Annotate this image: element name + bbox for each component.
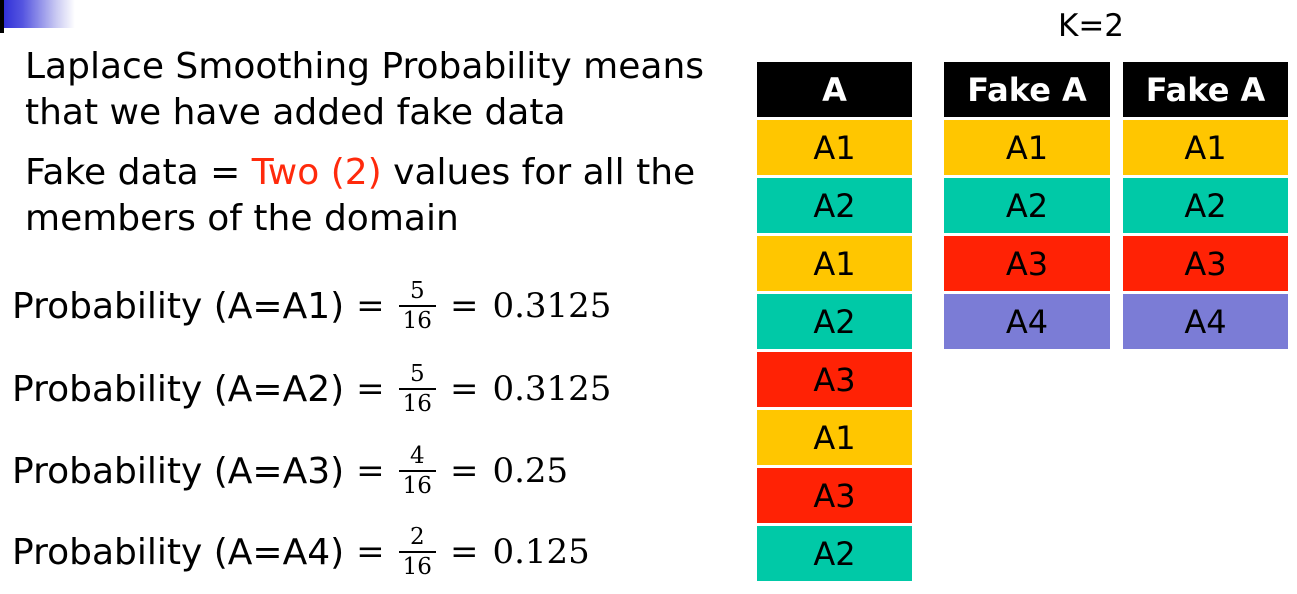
fraction-numerator: 5 bbox=[409, 361, 425, 387]
table-a-cell: A3 bbox=[757, 352, 912, 407]
probability-formula: = 5 16 = 0.3125 bbox=[356, 277, 612, 335]
fake-table-cell: A2 bbox=[944, 178, 1110, 233]
k-label: K=2 bbox=[1058, 8, 1125, 44]
probability-row-a4: Probability (A=A4) = 2 16 = 0.125 bbox=[12, 510, 590, 594]
probability-row-a1: Probability (A=A1) = 5 16 = 0.3125 bbox=[12, 264, 611, 348]
probability-result: 0.3125 bbox=[492, 369, 612, 409]
probability-result: 0.25 bbox=[492, 451, 569, 491]
probability-label: Probability (A=A1) bbox=[12, 285, 345, 327]
fraction-numerator: 4 bbox=[409, 443, 425, 469]
fake-data-text: Fake data = Two (2) values for all the m… bbox=[25, 150, 695, 242]
fraction-numerator: 2 bbox=[409, 524, 425, 550]
fraction: 5 16 bbox=[398, 360, 436, 418]
fraction: 5 16 bbox=[398, 277, 436, 335]
fake-table-cell: A1 bbox=[1123, 120, 1288, 175]
fake-data-line: Fake data = Two (2) values for all the bbox=[25, 150, 695, 196]
fraction: 2 16 bbox=[398, 523, 436, 581]
probability-row-a2: Probability (A=A2) = 5 16 = 0.3125 bbox=[12, 347, 611, 431]
fake-table-cell: A3 bbox=[944, 236, 1110, 291]
slide-corner-decoration bbox=[0, 0, 75, 28]
probability-label: Probability (A=A2) bbox=[12, 368, 345, 410]
fake-table-cell: A3 bbox=[1123, 236, 1288, 291]
fraction-denominator: 16 bbox=[398, 470, 436, 500]
fake-table-cell: A2 bbox=[1123, 178, 1288, 233]
fraction-numerator: 5 bbox=[409, 278, 425, 304]
table-a-cell: A2 bbox=[757, 526, 912, 581]
table-a-cell: A2 bbox=[757, 178, 912, 233]
slide-corner-bar bbox=[0, 0, 4, 33]
probability-formula: = 2 16 = 0.125 bbox=[356, 523, 590, 581]
table-a: A A1 A2 A1 A2 A3 A1 A3 A2 bbox=[757, 62, 912, 584]
table-a-header: A bbox=[757, 62, 912, 117]
fake-table-header: Fake A bbox=[1123, 62, 1288, 117]
table-a-cell: A3 bbox=[757, 468, 912, 523]
probability-label: Probability (A=A4) bbox=[12, 531, 345, 573]
fake-data-highlight: Two (2) bbox=[251, 152, 382, 193]
intro-line-2: that we have added fake data bbox=[25, 92, 566, 133]
probability-label: Probability (A=A3) bbox=[12, 450, 345, 492]
fake-data-suffix: values for all the bbox=[381, 152, 696, 193]
probability-formula: = 5 16 = 0.3125 bbox=[356, 360, 612, 418]
fake-table-cell: A4 bbox=[944, 294, 1110, 349]
table-a-cell: A1 bbox=[757, 236, 912, 291]
probability-formula: = 4 16 = 0.25 bbox=[356, 442, 569, 500]
fraction: 4 16 bbox=[398, 442, 436, 500]
fake-table-cell: A1 bbox=[944, 120, 1110, 175]
table-a-cell: A2 bbox=[757, 294, 912, 349]
probability-row-a3: Probability (A=A3) = 4 16 = 0.25 bbox=[12, 429, 568, 513]
probability-result: 0.125 bbox=[492, 532, 590, 572]
intro-line-1: Laplace Smoothing Probability means bbox=[25, 46, 705, 87]
fraction-denominator: 16 bbox=[398, 305, 436, 335]
fraction-denominator: 16 bbox=[398, 388, 436, 418]
fake-data-prefix: Fake data = bbox=[25, 152, 252, 193]
table-a-cell: A1 bbox=[757, 120, 912, 175]
intro-line-4: members of the domain bbox=[25, 198, 459, 239]
fake-table-header: Fake A bbox=[944, 62, 1110, 117]
fake-table-1: Fake A A1 A2 A3 A4 bbox=[944, 62, 1110, 352]
fraction-denominator: 16 bbox=[398, 551, 436, 581]
fake-table-2: Fake A A1 A2 A3 A4 bbox=[1123, 62, 1288, 352]
intro-text: Laplace Smoothing Probability means that… bbox=[25, 44, 704, 136]
fake-table-cell: A4 bbox=[1123, 294, 1288, 349]
probability-result: 0.3125 bbox=[492, 286, 612, 326]
table-a-cell: A1 bbox=[757, 410, 912, 465]
